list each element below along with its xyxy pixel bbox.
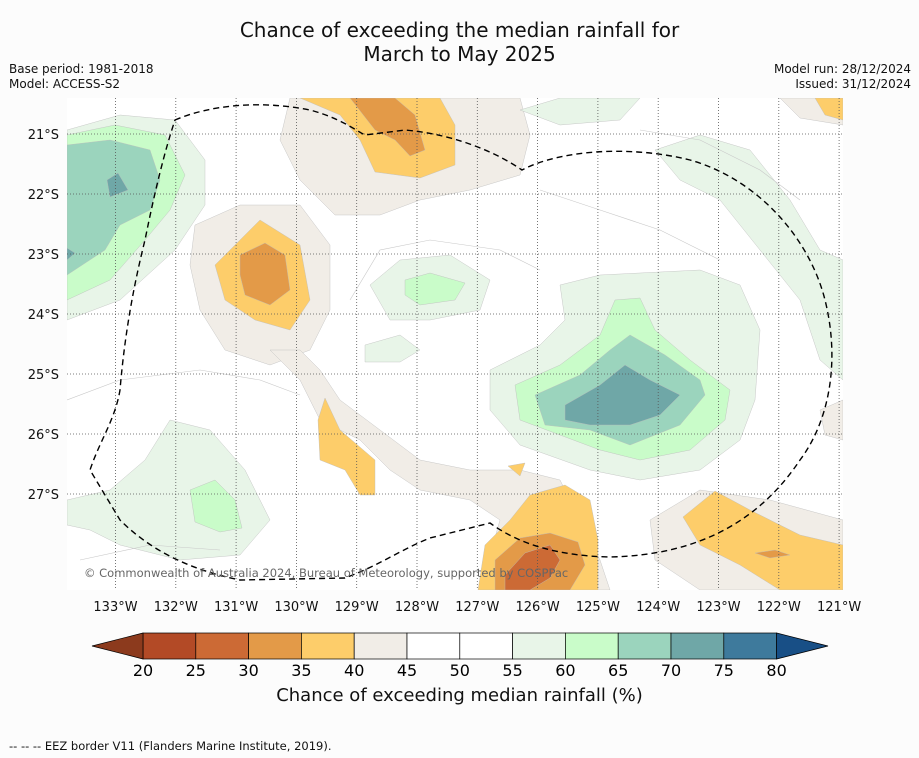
contour-55-60-small — [364, 334, 421, 363]
colorbar-tick-label: 55 — [502, 661, 522, 680]
longitude-label: 121°W — [817, 600, 861, 615]
copyright-text: © Commonwealth of Australia 2024, Bureau… — [84, 566, 568, 580]
latitude-label: 27°S — [28, 488, 59, 503]
contour-70-75-east — [564, 364, 681, 426]
colorbar-under-arrow — [91, 632, 144, 660]
longitude-label: 122°W — [757, 600, 801, 615]
colorbar-segment — [670, 632, 725, 660]
longitude-label: 129°W — [335, 600, 379, 615]
longitude-label: 130°W — [274, 600, 318, 615]
colorbar-segment — [406, 632, 461, 660]
colorbar-segment — [353, 632, 408, 660]
contour-60-65-sw — [189, 479, 243, 533]
run-info: Model run: 28/12/2024 Issued: 31/12/2024 — [774, 62, 911, 92]
contour-40-45-east — [819, 399, 843, 441]
colorbar-tick-label: 70 — [661, 661, 681, 680]
colorbar-segment — [142, 632, 197, 660]
colorbar-tick-label: 35 — [291, 661, 311, 680]
colorbar-tick-label: 30 — [238, 661, 258, 680]
longitude-label: 132°W — [154, 600, 198, 615]
contour-35-40-center — [317, 397, 376, 496]
contour-70-75-nw — [106, 172, 129, 198]
longitude-label: 123°W — [696, 600, 740, 615]
contour-30-35-west — [239, 242, 291, 306]
colorbar-segment — [301, 632, 355, 660]
contour-55-60-northeast — [654, 134, 843, 381]
colorbar-tick-label: 40 — [344, 661, 364, 680]
colorbar: 20 25 30 35 40 45 50 55 60 65 70 75 80 — [91, 632, 829, 680]
colorbar-label: Chance of exceeding median rainfall (%) — [276, 685, 643, 706]
contour-65-70-nw — [67, 139, 161, 276]
colorbar-segment — [459, 632, 513, 660]
colorbar-tick-label: 45 — [397, 661, 417, 680]
latitude-label: 22°S — [28, 188, 59, 203]
colorbar-tick-label: 50 — [450, 661, 470, 680]
latitude-labels: 21°S 22°S 23°S 24°S 25°S 26°S 27°S — [28, 128, 59, 503]
latitude-label: 23°S — [28, 248, 59, 263]
eez-border — [89, 104, 833, 581]
contour-35-40-small — [507, 462, 526, 477]
colorbar-tick-label: 20 — [133, 661, 153, 680]
latitude-label: 21°S — [28, 128, 59, 143]
model-text: Model: ACCESS-S2 — [9, 77, 121, 91]
issued-text: Issued: 31/12/2024 — [795, 77, 911, 91]
colorbar-segment — [512, 632, 566, 660]
contour-25-30-south — [504, 544, 561, 590]
colorbar-tick-label: 25 — [186, 661, 206, 680]
contour-35-40-ne — [814, 98, 843, 121]
latitude-label: 26°S — [28, 428, 59, 443]
latitude-label: 24°S — [28, 308, 59, 323]
longitude-label: 128°W — [395, 600, 439, 615]
model-info: Base period: 1981-2018 Model: ACCESS-S2 — [9, 62, 154, 92]
colorbar-over-arrow — [776, 632, 829, 660]
map-plot-area — [67, 98, 843, 590]
contour-30-35-se — [754, 549, 791, 559]
longitude-labels: 133°W 132°W 131°W 130°W 129°W 128°W 127°W 126°W… — [93, 600, 861, 615]
colorbar-tick-label: 60 — [555, 661, 575, 680]
base-period-text: Base period: 1981-2018 — [9, 62, 154, 76]
eez-legend: -- -- -- EEZ border V11 (Flanders Marine… — [9, 739, 332, 753]
longitude-label: 127°W — [455, 600, 499, 615]
colorbar-segment — [617, 632, 672, 660]
title-line-1: Chance of exceeding the median rainfall … — [239, 18, 680, 42]
longitude-label: 131°W — [214, 600, 258, 615]
colorbar-tick-label: 80 — [766, 661, 786, 680]
contour-30-35-north — [349, 98, 426, 157]
colorbar-segment — [723, 632, 777, 660]
colorbar-tick-label: 75 — [714, 661, 734, 680]
longitude-label: 125°W — [576, 600, 620, 615]
contour-55-60-topright — [519, 98, 641, 126]
longitude-label: 126°W — [516, 600, 560, 615]
colorbar-tick-label: 65 — [608, 661, 628, 680]
latitude-label: 25°S — [28, 368, 59, 383]
contour-35-40-southeast — [682, 490, 843, 590]
graticule — [67, 98, 843, 590]
colorbar-segment — [565, 632, 619, 660]
colorbar-segment — [248, 632, 302, 660]
contour-35-40-north — [299, 98, 456, 179]
model-run-text: Model run: 28/12/2024 — [773, 62, 911, 76]
contour-60-65-central — [404, 272, 466, 306]
longitude-label: 124°W — [636, 600, 680, 615]
colorbar-segment — [195, 632, 249, 660]
map-title: Chance of exceeding the median rainfall … — [0, 18, 919, 66]
title-line-2: March to May 2025 — [363, 42, 556, 66]
longitude-label: 133°W — [93, 600, 137, 615]
